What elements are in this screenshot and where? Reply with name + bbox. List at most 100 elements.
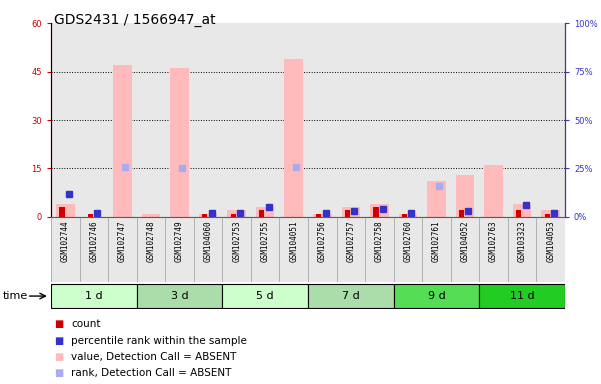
Text: 3 d: 3 d [171, 291, 188, 301]
Bar [51, 23, 79, 217]
Bar [422, 23, 451, 217]
Text: GSM102744: GSM102744 [61, 220, 70, 262]
Text: 9 d: 9 d [427, 291, 445, 301]
Bar [365, 217, 394, 282]
Bar [508, 23, 536, 217]
Text: GSM102760: GSM102760 [403, 220, 412, 262]
Text: GSM102749: GSM102749 [175, 220, 184, 262]
Bar [373, 207, 379, 217]
Text: ■: ■ [54, 336, 63, 346]
Bar [479, 284, 565, 308]
Bar [284, 59, 303, 217]
Bar [202, 214, 207, 217]
Bar [484, 165, 503, 217]
Bar [394, 23, 422, 217]
Bar [508, 217, 536, 282]
Text: GSM104052: GSM104052 [460, 220, 469, 262]
Bar [459, 210, 464, 217]
Text: GSM104053: GSM104053 [546, 220, 555, 262]
Bar [316, 214, 322, 217]
Bar [108, 217, 136, 282]
Bar [402, 214, 407, 217]
Bar [394, 284, 479, 308]
Text: ■: ■ [54, 352, 63, 362]
Bar [56, 204, 75, 217]
Bar [394, 217, 422, 282]
Text: 1 d: 1 d [85, 291, 103, 301]
Bar [108, 23, 136, 217]
Bar [222, 23, 251, 217]
Text: GSM102747: GSM102747 [118, 220, 127, 262]
Text: GSM102748: GSM102748 [147, 220, 156, 262]
Bar [479, 217, 508, 282]
Text: 11 d: 11 d [510, 291, 534, 301]
Bar [227, 210, 246, 217]
Text: ■: ■ [54, 319, 63, 329]
Text: GSM104060: GSM104060 [204, 220, 213, 262]
Text: GSM102761: GSM102761 [432, 220, 441, 262]
Text: GDS2431 / 1566947_at: GDS2431 / 1566947_at [54, 13, 216, 27]
Bar [536, 23, 565, 217]
Bar [313, 214, 332, 217]
Bar [308, 284, 394, 308]
Bar [88, 214, 93, 217]
Bar [194, 217, 222, 282]
Bar [398, 214, 417, 217]
Bar [545, 214, 550, 217]
Bar [308, 217, 337, 282]
Bar [456, 175, 474, 217]
Bar [279, 217, 308, 282]
Bar [79, 23, 108, 217]
Bar [231, 214, 236, 217]
Text: GSM102755: GSM102755 [261, 220, 270, 262]
Bar [516, 210, 521, 217]
Text: time: time [3, 291, 28, 301]
Bar [142, 214, 160, 217]
Bar [113, 65, 132, 217]
Text: value, Detection Call = ABSENT: value, Detection Call = ABSENT [71, 352, 236, 362]
Bar [51, 217, 79, 282]
Text: GSM102746: GSM102746 [90, 220, 99, 262]
Bar [59, 207, 64, 217]
Text: GSM104051: GSM104051 [289, 220, 298, 262]
Bar [536, 217, 565, 282]
Bar [222, 284, 308, 308]
Bar [79, 217, 108, 282]
Bar [222, 217, 251, 282]
Text: percentile rank within the sample: percentile rank within the sample [71, 336, 247, 346]
Bar [479, 23, 508, 217]
Bar [170, 68, 189, 217]
Bar [251, 23, 279, 217]
Text: count: count [71, 319, 100, 329]
Text: ■: ■ [54, 368, 63, 378]
Text: GSM103323: GSM103323 [517, 220, 526, 262]
Bar [542, 210, 560, 217]
Bar [165, 217, 194, 282]
Bar [337, 217, 365, 282]
Bar [370, 204, 389, 217]
Bar [259, 210, 264, 217]
Bar [308, 23, 337, 217]
Bar [427, 181, 446, 217]
Text: GSM102763: GSM102763 [489, 220, 498, 262]
Bar [345, 210, 350, 217]
Bar [251, 217, 279, 282]
Bar [365, 23, 394, 217]
Text: GSM102758: GSM102758 [375, 220, 384, 262]
Bar [136, 23, 165, 217]
Text: 7 d: 7 d [342, 291, 360, 301]
Bar [199, 214, 218, 217]
Bar [136, 284, 222, 308]
Bar [136, 217, 165, 282]
Bar [279, 23, 308, 217]
Bar [337, 23, 365, 217]
Bar [51, 284, 136, 308]
Text: GSM102753: GSM102753 [232, 220, 241, 262]
Bar [341, 207, 360, 217]
Bar [422, 217, 451, 282]
Text: GSM102757: GSM102757 [346, 220, 355, 262]
Text: GSM102756: GSM102756 [318, 220, 327, 262]
Bar [451, 217, 479, 282]
Bar [165, 23, 194, 217]
Text: rank, Detection Call = ABSENT: rank, Detection Call = ABSENT [71, 368, 231, 378]
